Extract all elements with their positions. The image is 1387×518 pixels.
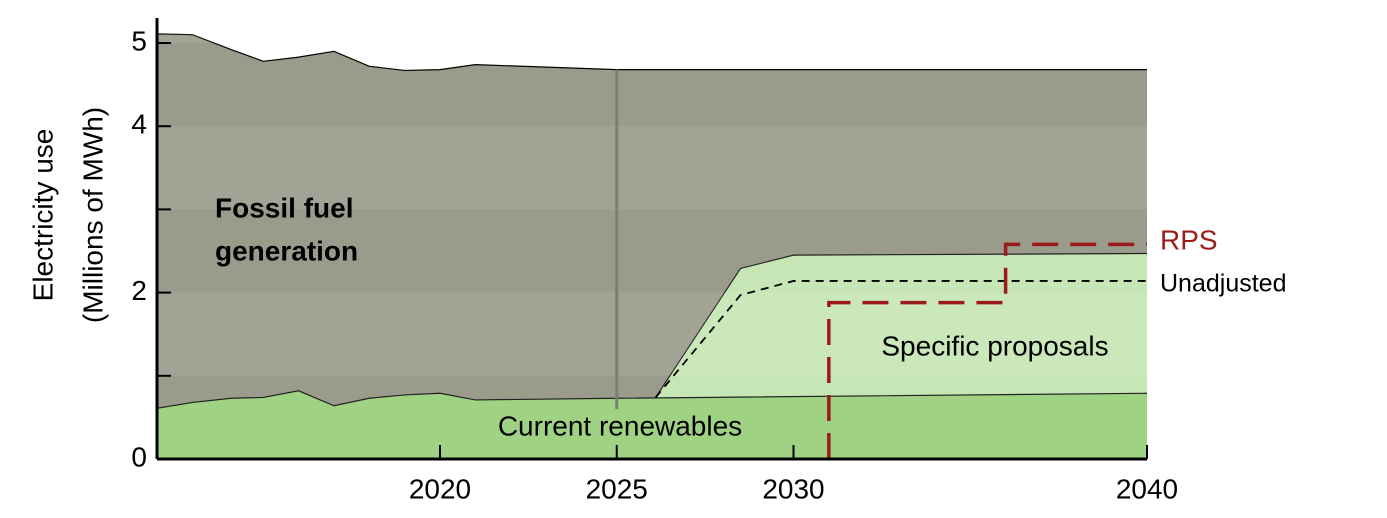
x-tick-label: 2020	[409, 473, 471, 504]
band	[157, 0, 1147, 43]
area-edge	[157, 33, 1147, 72]
y-tick-label: 5	[131, 25, 147, 56]
area-edge	[157, 390, 1148, 409]
series-label: RPS	[1160, 224, 1218, 255]
y-axis-label: (Millions of MWh)	[77, 107, 108, 323]
x-tick-label: 2030	[762, 473, 824, 504]
x-tick-label: 2040	[1116, 473, 1178, 504]
area-edge	[655, 252, 1148, 398]
y-axis-label: Electricity use	[27, 129, 58, 302]
series-label: Fossil fuel	[215, 192, 353, 223]
y-tick-label: 2	[131, 275, 147, 306]
y-tick-label: 0	[131, 441, 147, 472]
series-label: Unadjusted	[1160, 270, 1286, 298]
x-tick-label: 2025	[586, 473, 648, 504]
series-label: Specific proposals	[881, 330, 1108, 361]
series-label: Current renewables	[498, 410, 742, 441]
area	[157, 390, 1147, 459]
y-tick-label: 4	[131, 109, 147, 140]
dashed-line	[654, 280, 1147, 399]
step-line	[827, 242, 1147, 459]
series-label: generation	[215, 235, 358, 266]
